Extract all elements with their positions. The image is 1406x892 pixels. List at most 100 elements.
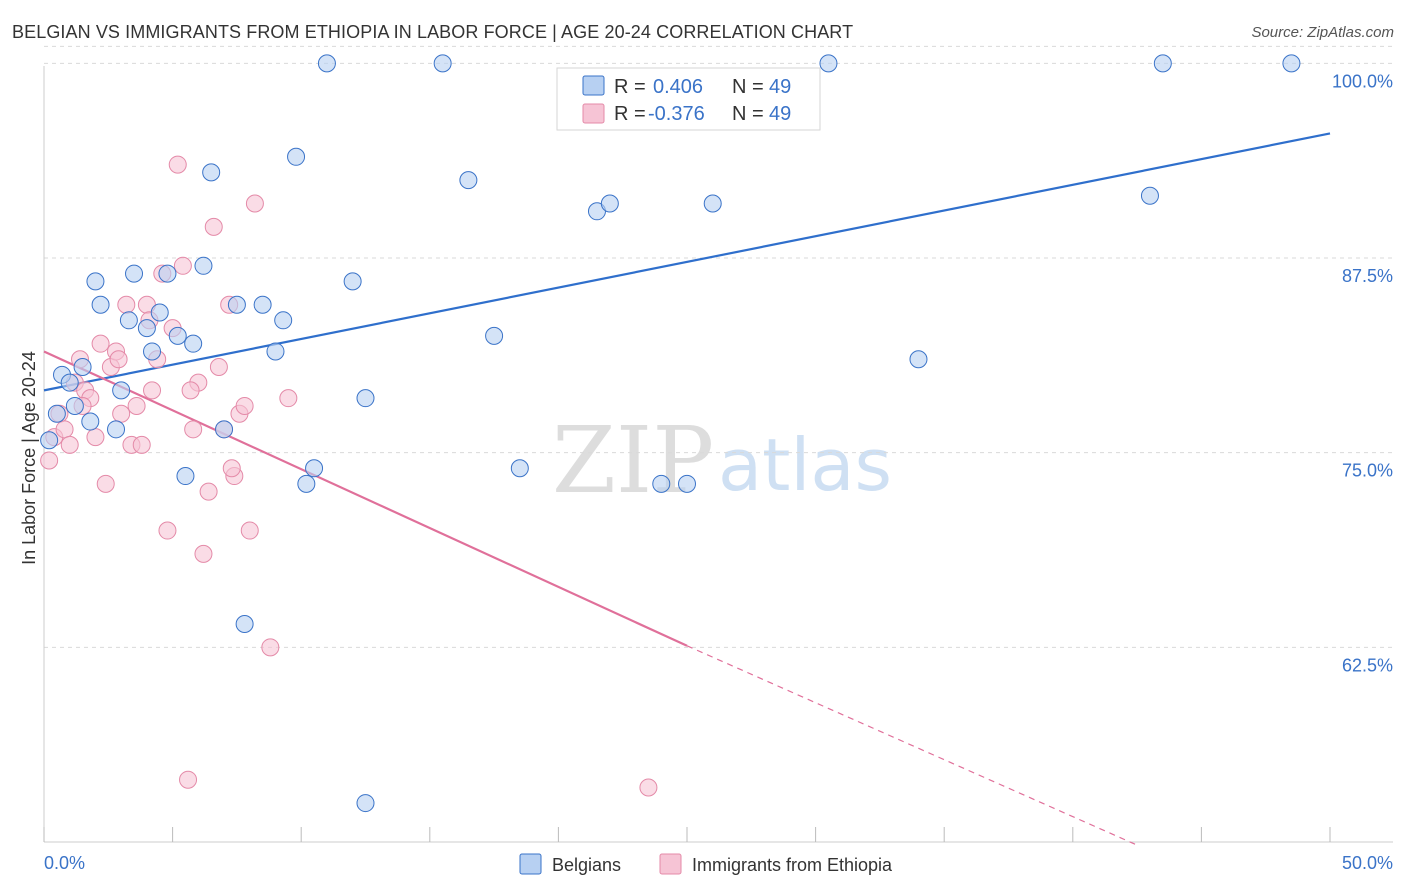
point-belgians: [819, 54, 838, 73]
point-belgians: [287, 147, 306, 166]
point-ethiopia: [184, 420, 203, 439]
point-ethiopia: [40, 451, 59, 470]
data-points: [40, 54, 1301, 813]
point-belgians: [227, 295, 246, 314]
y-tick-label: 100.0%: [1332, 71, 1393, 91]
point-ethiopia: [117, 295, 136, 314]
point-ethiopia: [96, 474, 115, 493]
point-belgians: [65, 396, 84, 415]
point-belgians: [176, 467, 195, 486]
point-belgians: [168, 326, 187, 345]
point-belgians: [909, 350, 928, 369]
point-belgians: [91, 295, 110, 314]
point-belgians: [459, 171, 478, 190]
point-belgians: [433, 54, 452, 73]
point-ethiopia: [240, 521, 259, 540]
bottom-legend-swatch-ethiopia: [659, 853, 682, 875]
bottom-legend-swatch-belgians: [519, 853, 542, 875]
point-belgians: [81, 412, 100, 431]
point-belgians: [47, 404, 66, 423]
point-belgians: [600, 194, 619, 213]
bottom-legend-label-ethiopia: Immigrants from Ethiopia: [692, 855, 893, 875]
point-belgians: [266, 342, 285, 361]
point-belgians: [107, 420, 126, 439]
point-belgians: [158, 264, 177, 283]
point-ethiopia: [143, 381, 162, 400]
legend-swatch-belgians: [582, 75, 605, 96]
axis-labels: In Labor Force | Age 20-24 0.0% 50.0% 62…: [19, 71, 1393, 873]
point-belgians: [40, 431, 59, 450]
point-ethiopia: [60, 435, 79, 454]
y-tick-label: 75.0%: [1342, 461, 1393, 481]
point-belgians: [297, 474, 316, 493]
point-ethiopia: [204, 217, 223, 236]
watermark: ZIP atlas: [552, 407, 892, 514]
point-ethiopia: [181, 381, 200, 400]
point-belgians: [112, 381, 131, 400]
point-belgians: [510, 459, 529, 478]
point-belgians: [356, 389, 375, 408]
point-belgians: [73, 358, 92, 377]
point-belgians: [678, 474, 696, 493]
point-belgians: [485, 326, 504, 345]
point-ethiopia: [179, 770, 198, 789]
point-ethiopia: [199, 482, 218, 501]
point-ethiopia: [132, 435, 151, 454]
point-belgians: [356, 794, 375, 813]
point-ethiopia: [158, 521, 177, 540]
point-belgians: [215, 420, 234, 439]
point-ethiopia: [168, 155, 187, 174]
legend-n-label-1: N =: [732, 76, 764, 98]
chart-title: BELGIAN VS IMMIGRANTS FROM ETHIOPIA IN L…: [12, 22, 854, 42]
point-belgians: [194, 256, 213, 275]
chart-source: Source: ZipAtlas.com: [1251, 24, 1394, 41]
y-tick-label: 87.5%: [1342, 266, 1393, 286]
watermark-zip: ZIP: [552, 407, 714, 514]
legend-r-value-1: 0.406: [653, 76, 703, 98]
bottom-legend-label-belgians: Belgians: [552, 855, 621, 875]
legend-swatch-ethiopia: [582, 103, 605, 124]
legend-n-value-2: 49: [769, 103, 791, 125]
y-tick-label: 62.5%: [1342, 655, 1393, 675]
trend-line-belgians: [43, 132, 1331, 392]
point-ethiopia: [173, 256, 192, 275]
point-belgians: [184, 334, 203, 353]
point-ethiopia: [279, 389, 298, 408]
point-belgians: [119, 311, 138, 330]
point-belgians: [137, 319, 156, 338]
point-ethiopia: [55, 420, 74, 439]
gridlines: [44, 45, 1393, 648]
point-ethiopia: [209, 358, 228, 377]
correlation-legend: R = 0.406 N = 49 R = -0.376 N = 49: [556, 67, 821, 131]
point-ethiopia: [194, 544, 213, 563]
point-belgians: [1140, 186, 1159, 205]
point-belgians: [305, 459, 324, 478]
point-ethiopia: [127, 396, 146, 415]
trend-lines: [43, 132, 1331, 846]
legend-r-value-2: -0.376: [648, 103, 705, 125]
point-ethiopia: [112, 404, 131, 423]
legend-n-value-1: 49: [769, 76, 791, 98]
point-ethiopia: [109, 350, 128, 369]
point-belgians: [150, 303, 169, 322]
x-tick-label-min: 0.0%: [44, 853, 85, 873]
point-ethiopia: [639, 778, 658, 797]
point-belgians: [235, 614, 254, 633]
point-ethiopia: [261, 638, 280, 657]
point-belgians: [86, 272, 105, 291]
series-legend: Belgians Immigrants from Ethiopia: [519, 853, 893, 875]
legend-r-label-2: R =: [614, 103, 646, 125]
point-ethiopia: [245, 194, 264, 213]
point-ethiopia: [86, 428, 105, 447]
point-belgians: [1282, 54, 1301, 73]
watermark-atlas: atlas: [718, 423, 892, 507]
y-axis-label: In Labor Force | Age 20-24: [19, 351, 39, 565]
point-belgians: [343, 272, 362, 291]
x-tick-label-max: 50.0%: [1342, 853, 1393, 873]
point-ethiopia: [91, 334, 110, 353]
trend-line-ethiopia: [43, 350, 688, 647]
legend-n-label-2: N =: [732, 103, 764, 125]
point-ethiopia: [222, 459, 241, 478]
point-belgians: [652, 474, 671, 493]
point-belgians: [143, 342, 162, 361]
